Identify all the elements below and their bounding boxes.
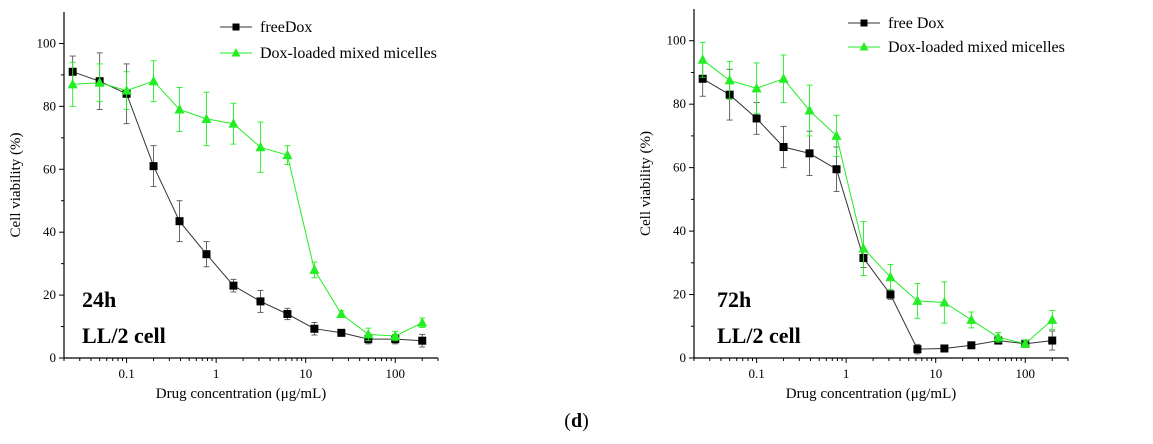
data-point xyxy=(390,330,401,340)
data-point xyxy=(912,295,923,305)
series-micelles xyxy=(697,41,1058,348)
x-tick-label: 100 xyxy=(386,366,406,381)
series-line xyxy=(702,78,1053,350)
x-tick-label: 0.1 xyxy=(118,366,134,381)
data-point xyxy=(175,217,184,226)
series-line xyxy=(72,80,423,337)
data-point xyxy=(229,281,238,290)
y-tick-label: 40 xyxy=(43,224,56,239)
data-point xyxy=(121,85,132,95)
data-point xyxy=(940,344,949,353)
y-tick-label: 20 xyxy=(673,287,686,302)
x-tick-label: 1 xyxy=(213,366,220,381)
data-point xyxy=(255,141,266,152)
panel-annotation: LL/2 cell xyxy=(717,323,801,348)
data-point xyxy=(256,297,265,306)
legend-marker xyxy=(232,23,240,31)
data-point xyxy=(778,73,789,83)
series-free-dox xyxy=(68,52,427,348)
data-point xyxy=(805,149,814,158)
data-point xyxy=(67,78,78,89)
data-point xyxy=(282,149,293,160)
series-micelles xyxy=(67,60,428,342)
legend-marker xyxy=(860,19,868,27)
panel-annotation: 24h xyxy=(82,287,116,312)
data-point xyxy=(418,336,427,345)
y-axis-title: Cell viability (%) xyxy=(8,133,24,238)
y-tick-label: 20 xyxy=(43,287,56,302)
legend-label: freeDox xyxy=(260,19,312,36)
data-point xyxy=(966,314,977,324)
data-point xyxy=(939,296,950,307)
panel-annotation: LL/2 cell xyxy=(82,323,166,348)
data-point xyxy=(148,75,159,86)
data-point xyxy=(201,113,212,123)
legend: freeDox Dox-loaded mixed micelles xyxy=(220,19,437,62)
series-line xyxy=(72,71,423,342)
x-axis-title: Drug concentration (μg/mL) xyxy=(156,386,327,402)
y-tick-label: 0 xyxy=(680,350,687,365)
figure-caption: (d) xyxy=(564,410,589,432)
y-tick-label: 80 xyxy=(673,96,686,111)
y-tick-label: 60 xyxy=(43,161,56,176)
legend-label: free Dox xyxy=(888,15,944,32)
data-point xyxy=(885,271,896,282)
data-point xyxy=(967,341,976,350)
y-tick-label: 0 xyxy=(50,350,57,365)
data-point xyxy=(417,317,428,327)
legend-label: Dox-loaded mixed micelles xyxy=(260,45,437,62)
x-tick-label: 10 xyxy=(929,366,942,381)
y-axis-title: Cell viability (%) xyxy=(638,131,654,236)
y-tick-label: 40 xyxy=(673,223,686,238)
y-tick-label: 60 xyxy=(673,160,686,175)
panel-annotation: 72h xyxy=(717,287,751,312)
legend-marker xyxy=(231,48,241,57)
legend-label: Dox-loaded mixed micelles xyxy=(888,39,1065,56)
data-point xyxy=(697,54,708,64)
x-tick-label: 10 xyxy=(299,366,312,381)
data-point xyxy=(913,345,922,354)
data-point xyxy=(310,324,319,333)
data-point xyxy=(993,331,1004,342)
data-point xyxy=(174,104,185,114)
series-line xyxy=(702,59,1053,345)
data-point xyxy=(363,328,374,339)
data-point xyxy=(1048,336,1057,345)
data-point xyxy=(698,74,707,83)
data-point xyxy=(337,328,346,337)
data-point xyxy=(751,82,762,93)
data-point xyxy=(94,77,105,87)
chart-panel-72h: 0 20 40 60 80 100 0.1 1 10 100 Drug concentration … xyxy=(638,9,1069,402)
y-tick-label: 100 xyxy=(37,35,57,50)
data-point xyxy=(832,165,841,174)
data-point xyxy=(336,308,347,318)
data-point xyxy=(1020,338,1031,348)
x-tick-label: 1 xyxy=(843,366,850,381)
x-axis-title: Drug concentration (μg/mL) xyxy=(786,386,957,402)
chart-panel-24h: 0 20 40 60 80 100 0.1 1 10 100 Drug concentration … xyxy=(8,12,439,402)
data-point xyxy=(779,143,788,152)
legend-marker xyxy=(859,42,869,51)
data-point xyxy=(858,243,869,253)
x-tick-label: 100 xyxy=(1016,366,1036,381)
data-point xyxy=(831,130,842,140)
data-point xyxy=(804,105,815,115)
y-tick-label: 80 xyxy=(43,98,56,113)
data-point xyxy=(202,250,211,259)
data-point xyxy=(228,118,239,128)
x-tick-label: 0.1 xyxy=(748,366,764,381)
data-point xyxy=(149,162,158,171)
data-point xyxy=(752,114,761,123)
data-point xyxy=(283,309,292,318)
data-point xyxy=(886,290,895,299)
data-point xyxy=(1047,314,1058,324)
series-free-dox xyxy=(698,60,1057,355)
data-point xyxy=(309,264,320,274)
figure-caption-letter: d xyxy=(570,410,583,432)
data-point xyxy=(724,74,735,85)
legend: free Dox Dox-loaded mixed micelles xyxy=(848,15,1065,56)
y-tick-label: 100 xyxy=(667,33,687,48)
